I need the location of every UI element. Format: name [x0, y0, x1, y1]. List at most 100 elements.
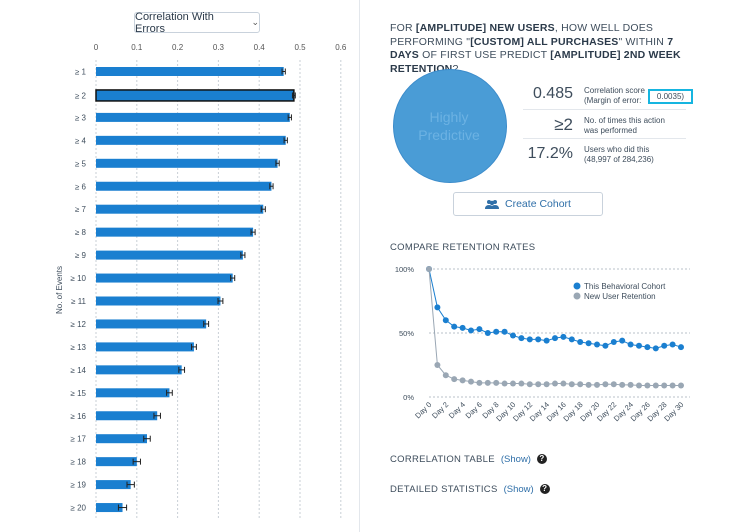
y-tick-label: 100%: [395, 265, 415, 274]
baseline-point: [518, 380, 525, 387]
bar: [96, 273, 233, 283]
users-percent-value: 17.2%: [527, 145, 573, 162]
category-label: ≥ 17: [70, 435, 86, 444]
cohort-point: [518, 335, 525, 342]
baseline-point: [501, 380, 508, 387]
create-cohort-label: Create Cohort: [505, 198, 571, 210]
category-label: ≥ 3: [75, 113, 87, 122]
x-tick-label: Day 0: [413, 400, 433, 420]
detailed-statistics-section: DETAILED STATISTICS (Show)?: [390, 484, 550, 495]
baseline-point: [434, 362, 441, 368]
y-axis-label: No. of Events: [55, 266, 64, 314]
correlation-dropdown[interactable]: Correlation With Errors ⌄: [134, 10, 260, 35]
legend-marker: [573, 282, 581, 290]
cohort-point: [661, 342, 668, 349]
baseline-point: [627, 381, 634, 388]
bar: [96, 158, 278, 168]
bar: [96, 365, 182, 375]
times-performed-value: ≥2: [554, 115, 573, 134]
baseline-point: [476, 379, 483, 386]
correlation-table-show-link[interactable]: (Show): [500, 454, 531, 465]
correlation-score-value: 0.485: [532, 85, 573, 102]
x-tick-label: Day 6: [464, 400, 484, 420]
baseline-point: [568, 381, 575, 388]
baseline-point: [451, 376, 458, 383]
x-tick-label: Day 4: [447, 400, 467, 420]
baseline-point: [442, 372, 449, 379]
correlation-bar-chart: 0 0.1 0.2 0.3 0.4 0.5 0.6 No. of Events ≥ 1 ≥ 2 ≥ …: [55, 43, 347, 520]
baseline-point: [426, 266, 432, 272]
predictive-label: Highly Predictive: [418, 109, 480, 143]
category-label: ≥ 5: [75, 159, 87, 168]
baseline-point: [493, 379, 500, 386]
cohort-point: [442, 317, 449, 324]
baseline-point: [560, 380, 567, 387]
category-label: ≥ 14: [70, 366, 86, 375]
margin-of-error-value: 0.0035): [648, 89, 693, 104]
category-label: ≥ 12: [70, 320, 86, 329]
cohort-point: [652, 345, 659, 352]
cohort-point: [669, 341, 676, 348]
cohort-point: [636, 342, 642, 349]
cohort-point: [619, 337, 626, 344]
x-tick-label: 0.3: [213, 43, 225, 52]
cohort-point: [451, 323, 458, 330]
category-label: ≥ 18: [70, 458, 86, 467]
category-label: ≥ 13: [70, 343, 86, 352]
cohort-point: [510, 332, 516, 339]
x-tick-label: 0.6: [335, 43, 347, 52]
bar: [96, 204, 264, 214]
category-label: ≥ 6: [75, 182, 87, 191]
help-icon[interactable]: ?: [539, 484, 550, 495]
cohort-point: [610, 338, 617, 345]
cohort-point: [585, 340, 592, 347]
category-label: ≥ 16: [70, 412, 86, 421]
category-label: ≥ 1: [75, 68, 87, 77]
baseline-point: [552, 380, 558, 387]
times-performed-label: No. of times this action was performed: [584, 116, 665, 135]
category-label: ≥ 9: [75, 251, 87, 260]
bar: [96, 135, 286, 145]
create-cohort-button[interactable]: Create Cohort: [453, 192, 603, 216]
bar: [96, 250, 243, 260]
cohort-point: [434, 304, 441, 311]
bar: [96, 388, 170, 398]
correlation-table-label: CORRELATION TABLE: [390, 454, 495, 465]
baseline-point: [468, 378, 474, 385]
bar: [96, 296, 221, 306]
stats-divider: [523, 138, 686, 139]
baseline-point: [619, 381, 626, 388]
panel-divider: [359, 0, 360, 532]
baseline-point: [652, 382, 659, 389]
x-tick-label: Day 2: [430, 400, 450, 420]
cohort-point: [526, 336, 533, 343]
detailed-statistics-show-link[interactable]: (Show): [503, 484, 534, 495]
baseline-point: [678, 382, 684, 389]
baseline-point: [602, 381, 609, 388]
baseline-point: [577, 381, 584, 388]
predictive-circle: [393, 69, 507, 183]
category-label: ≥ 15: [70, 389, 86, 398]
bar: [96, 342, 194, 352]
category-label: ≥ 7: [75, 205, 87, 214]
cohort-point: [560, 333, 567, 340]
bar: [96, 319, 207, 329]
cohort-point: [602, 342, 609, 349]
baseline-point: [636, 382, 642, 389]
y-tick-label: 0%: [403, 393, 414, 402]
correlation-table-section: CORRELATION TABLE (Show)?: [390, 454, 547, 465]
bar: [95, 89, 295, 102]
legend-label: New User Retention: [584, 292, 656, 301]
baseline-point: [510, 380, 516, 387]
cohort-point: [501, 328, 508, 335]
prediction-question: FOR [AMPLITUDE] NEW USERS, HOW WELL DOES…: [390, 22, 681, 75]
help-icon[interactable]: ?: [536, 454, 547, 465]
baseline-point: [669, 382, 676, 389]
cohort-point: [476, 326, 483, 333]
correlation-score-label: Correlation score (Margin of error:: [584, 86, 645, 105]
bar: [96, 457, 137, 467]
cohort-point: [552, 335, 558, 342]
category-label: ≥ 4: [75, 136, 87, 145]
dropdown-label: Correlation With Errors: [135, 10, 214, 35]
